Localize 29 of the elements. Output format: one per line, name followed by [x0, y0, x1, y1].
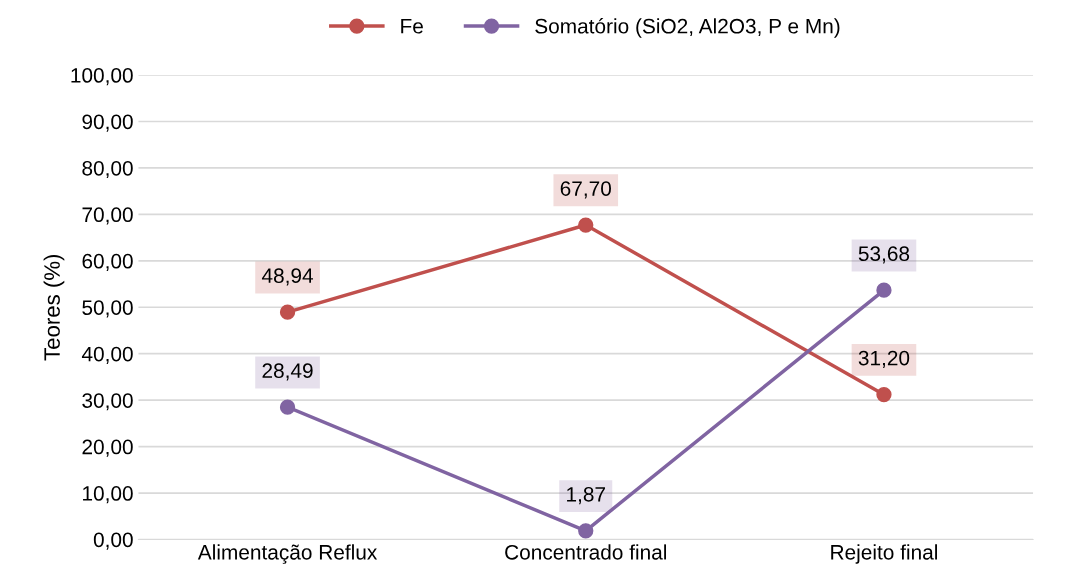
y-tick-label: 40,00: [81, 346, 133, 364]
x-tick-label: Concentrado final: [505, 544, 667, 560]
y-tick-label: 0,00: [93, 532, 133, 550]
point: [876, 386, 892, 403]
data-label: 28,49: [262, 363, 313, 381]
x-tick-label: Rejeito final: [831, 544, 937, 564]
point: [876, 282, 892, 298]
legend-label: Somatório (SiO2, Al2O3, P e Mn): [535, 18, 840, 38]
y-tick-label: 80,00: [82, 160, 133, 179]
x-tick-label: Alimentação Reflux: [197, 544, 378, 564]
point: [578, 523, 594, 539]
data-label: 53,68: [858, 246, 910, 264]
data-label: 1,87: [567, 486, 605, 505]
point: [279, 399, 296, 415]
y-tick-label: 10,00: [83, 486, 133, 504]
y-tick-label: 50,00: [82, 300, 133, 318]
point: [279, 304, 296, 320]
y-axis-title: Teores (%): [43, 254, 65, 361]
y-tick-label: 70,00: [82, 207, 133, 225]
y-tick-label: 30,00: [82, 393, 133, 411]
data-label: 67,70: [560, 181, 611, 199]
point: [578, 217, 594, 233]
y-tick-label: 100,00: [71, 68, 133, 86]
y-tick-label: 20,00: [82, 439, 133, 457]
y-tick-label: 60,00: [82, 253, 133, 272]
data-label: 48,94: [261, 268, 314, 286]
y-tick-label: 90,00: [82, 114, 133, 132]
legend-label: Fe: [401, 19, 423, 34]
data-label: 31,20: [858, 350, 910, 368]
